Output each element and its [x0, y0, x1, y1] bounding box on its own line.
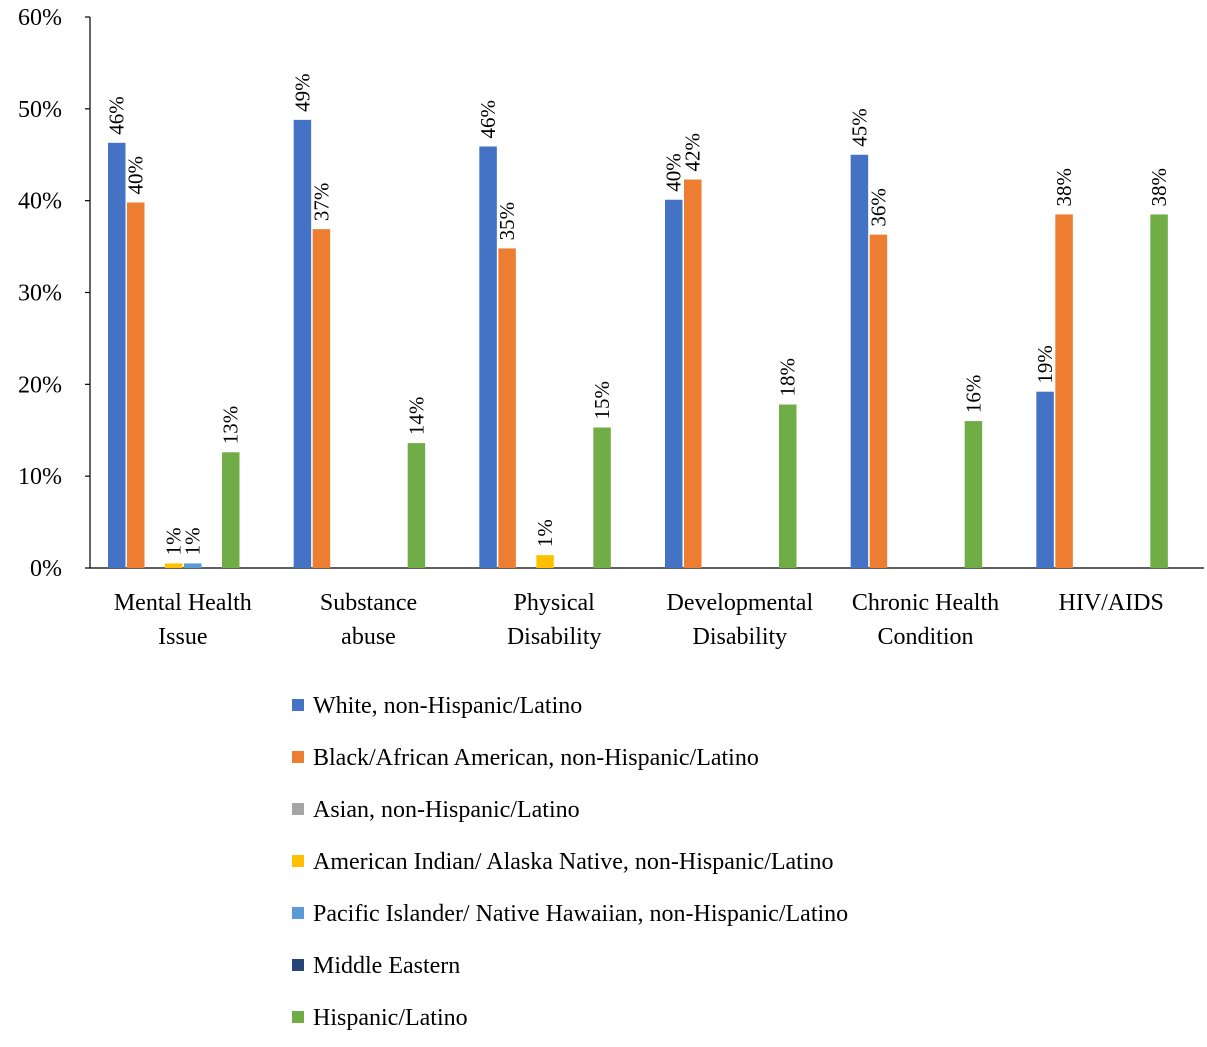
- data-label: 16%: [961, 375, 985, 414]
- legend-swatch: [292, 855, 304, 867]
- bar: [779, 404, 797, 568]
- bar: [1036, 391, 1054, 568]
- data-label: 46%: [105, 96, 129, 135]
- bar: [536, 555, 554, 568]
- bar: [184, 563, 202, 568]
- bar: [1055, 214, 1073, 569]
- x-tick-label: Physical: [514, 590, 596, 616]
- bar: [165, 563, 183, 568]
- legend: White, non-Hispanic/Latino Black/African …: [292, 693, 848, 1031]
- bar: [684, 179, 702, 569]
- legend-label: Hispanic/Latino: [313, 1005, 468, 1031]
- y-tick-label: 30%: [18, 281, 62, 307]
- data-label: 36%: [866, 188, 890, 227]
- y-tick-label: 40%: [18, 189, 62, 215]
- y-tick-label: 50%: [18, 97, 62, 123]
- bar: [665, 199, 683, 568]
- data-label: 40%: [662, 153, 686, 192]
- data-label: 15%: [590, 381, 614, 420]
- bar: [407, 443, 426, 568]
- legend-label: White, non-Hispanic/Latino: [313, 693, 582, 719]
- data-label: 37%: [309, 183, 333, 222]
- legend-swatch: [292, 699, 304, 711]
- data-label: 19%: [1033, 345, 1057, 384]
- axes: 0% 10% 20% 30% 40% 50% 60% Mental Health Issue Su…: [18, 5, 1204, 650]
- x-tick-label: Substance: [320, 590, 417, 616]
- bar: [479, 146, 497, 569]
- bar: [293, 119, 312, 568]
- data-label: 38%: [1147, 168, 1171, 207]
- x-tick-label: abuse: [341, 624, 396, 650]
- bar: [964, 421, 983, 568]
- data-label: 40%: [124, 156, 148, 195]
- x-tick-label: Developmental: [667, 590, 814, 616]
- data-label: 1%: [162, 527, 186, 555]
- bar: [1150, 214, 1168, 569]
- legend-label: Pacific Islander/ Native Hawaiian, non-H…: [313, 901, 848, 927]
- data-label: 35%: [495, 202, 519, 241]
- bar: [222, 452, 240, 568]
- y-tick-label: 0%: [30, 556, 62, 582]
- bar: [869, 234, 888, 568]
- data-label: 38%: [1052, 168, 1076, 207]
- data-label: 18%: [776, 358, 800, 397]
- data-label: 42%: [681, 133, 705, 172]
- x-tick-label: HIV/AIDS: [1059, 590, 1164, 616]
- data-label: 45%: [847, 108, 871, 147]
- data-label: 14%: [404, 397, 428, 436]
- bar: [850, 154, 869, 568]
- data-label: 1%: [533, 519, 557, 547]
- bar: [312, 229, 331, 568]
- legend-label: Black/African American, non-Hispanic/Lat…: [313, 745, 759, 771]
- legend-swatch: [292, 803, 304, 815]
- x-tick-label: Chronic Health: [852, 590, 999, 616]
- y-tick-label: 10%: [18, 464, 62, 490]
- y-tick-label: 60%: [18, 5, 62, 31]
- bar: [127, 202, 145, 568]
- legend-swatch: [292, 1011, 304, 1023]
- data-label: 46%: [476, 100, 500, 139]
- x-tick-label: Issue: [158, 624, 207, 650]
- bars: [108, 119, 1168, 569]
- legend-label: Middle Eastern: [313, 953, 460, 979]
- bar: [593, 427, 611, 568]
- data-label: 1%: [181, 527, 205, 555]
- y-tick-label: 20%: [18, 372, 62, 398]
- x-tick-label: Disability: [507, 624, 602, 650]
- legend-label: Asian, non-Hispanic/Latino: [313, 797, 580, 823]
- bar: [108, 142, 126, 569]
- legend-swatch: [292, 907, 304, 919]
- x-tick-label: Mental Health: [114, 590, 252, 616]
- x-tick-label: Condition: [877, 624, 973, 650]
- data-label: 49%: [290, 73, 314, 112]
- legend-swatch: [292, 959, 304, 971]
- legend-swatch: [292, 751, 304, 763]
- data-labels: 46%49%46%40%45%19%40%37%35%42%36%38%1% 1%…: [105, 73, 1171, 555]
- legend-label: American Indian/ Alaska Native, non-Hisp…: [313, 849, 834, 875]
- x-tick-label: Disability: [692, 624, 787, 650]
- bar: [498, 248, 516, 569]
- data-label: 13%: [219, 406, 243, 445]
